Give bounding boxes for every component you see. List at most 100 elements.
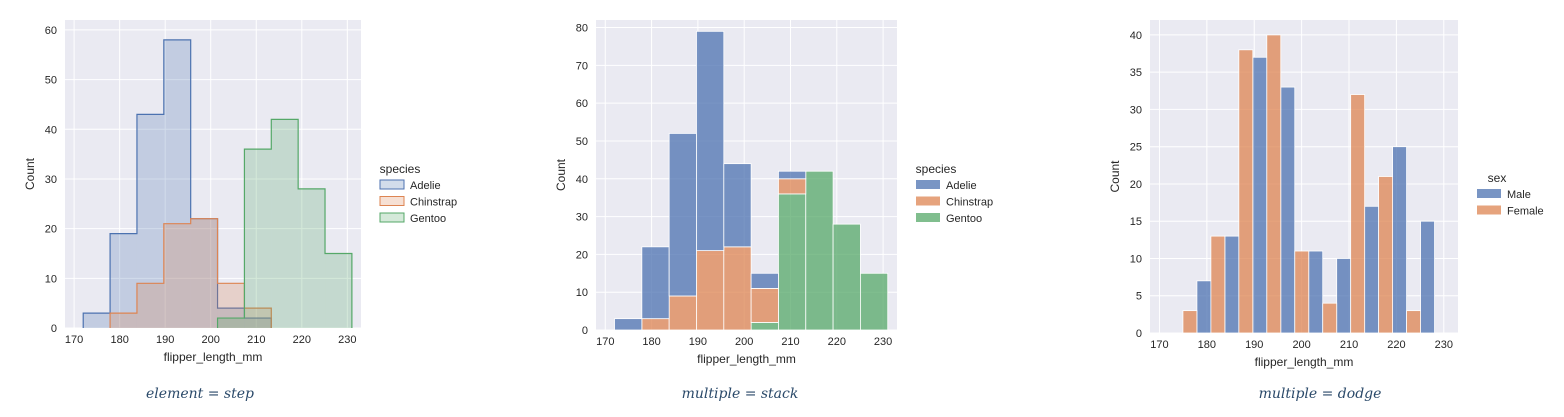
legend-entry: Female: [1507, 206, 1544, 218]
dodged-bar: [1294, 250, 1310, 334]
y-tick-label: 30: [1130, 104, 1142, 116]
stacked-bar: [696, 250, 725, 331]
stacked-bar: [778, 170, 807, 180]
series-adelie: [614, 30, 807, 331]
step-fill-bar: [110, 233, 137, 328]
chart-caption: multiple = stack: [682, 386, 799, 402]
step-fill-bar: [136, 283, 164, 328]
legend: species Adelie Chinstrap Gentoo: [916, 162, 993, 225]
x-tick-label: 230: [338, 334, 356, 346]
y-tick-label: 80: [576, 23, 588, 35]
stacked-bar: [805, 170, 834, 331]
legend-swatch: [916, 180, 940, 189]
y-tick-label: 15: [1130, 216, 1142, 228]
dodged-bar: [1238, 49, 1254, 334]
x-axis-label: flipper_length_mm: [1255, 355, 1354, 369]
y-tick-label: 40: [1130, 30, 1142, 42]
legend-entry: Chinstrap: [946, 197, 993, 209]
dodged-bar: [1280, 86, 1296, 334]
step-fill-bar: [190, 218, 218, 328]
dodged-bar: [1350, 94, 1366, 334]
legend-title: sex: [1488, 171, 1507, 185]
x-tick-label: 230: [874, 336, 892, 348]
step-fill-bar: [110, 313, 137, 328]
x-tick-label: 230: [1435, 339, 1453, 351]
step-fill-bar: [190, 218, 218, 328]
legend-swatch: [379, 196, 405, 206]
x-tick-label: 220: [293, 334, 311, 346]
y-tick-label: 50: [576, 136, 588, 148]
step-fill-bar: [244, 308, 272, 328]
dodged-bar: [1406, 310, 1421, 334]
step-fill-bar: [83, 313, 111, 328]
dodged-bar: [1336, 258, 1352, 334]
legend-swatch: [1477, 205, 1501, 215]
stacked-bar: [641, 246, 670, 320]
step-fill-bar: [325, 253, 352, 328]
series-female: [1182, 34, 1421, 334]
step-fill-bar: [163, 223, 191, 328]
stacked-bar: [668, 295, 697, 331]
stacked-bar: [750, 272, 779, 289]
x-tick-label: 190: [1245, 339, 1263, 351]
stacked-bar: [723, 246, 752, 331]
step-fill-bar: [217, 318, 245, 328]
chart-caption: element = step: [146, 386, 254, 402]
legend: species Adelie Chinstrap Gentoo: [379, 162, 457, 225]
stacked-bar: [723, 163, 752, 248]
y-tick-label: 40: [45, 124, 57, 136]
dodged-bar: [1196, 280, 1212, 334]
dodged-bar: [1252, 56, 1268, 334]
y-tick-label: 20: [576, 249, 588, 261]
stacked-bar: [668, 133, 697, 297]
step-outline: [216, 118, 353, 328]
y-axis-label: Count: [1108, 160, 1122, 193]
dodged-bar: [1364, 205, 1380, 334]
stacked-bar: [641, 318, 670, 331]
step-fill-bar: [298, 188, 326, 328]
legend-title: species: [916, 162, 957, 176]
x-tick-label: 200: [1292, 339, 1310, 351]
stacked-bar: [860, 272, 889, 331]
y-tick-label: 10: [1130, 253, 1142, 265]
step-fill-bar: [163, 39, 191, 328]
chart-panel-1: 170 180 190 200 210 220 230 0 10 20 30 40 50 60 flippe…: [23, 20, 457, 402]
legend-title: species: [380, 162, 421, 176]
y-tick-label: 10: [576, 287, 588, 299]
x-tick-label: 170: [596, 336, 614, 348]
y-tick-label: 30: [576, 212, 588, 224]
x-tick-label: 210: [247, 334, 265, 346]
stacked-bar: [778, 178, 807, 195]
legend-swatch: [1477, 189, 1501, 198]
y-tick-label: 25: [1130, 142, 1142, 154]
dodged-bar: [1378, 176, 1394, 334]
legend-entry: Gentoo: [410, 213, 446, 225]
y-tick-label: 10: [45, 273, 57, 285]
y-tick-label: 30: [45, 174, 57, 186]
x-tick-label: 190: [689, 336, 707, 348]
y-tick-label: 35: [1130, 67, 1142, 79]
legend-entry: Male: [1507, 189, 1531, 201]
legend-entry: Gentoo: [946, 213, 982, 225]
x-axis-label: flipper_length_mm: [697, 352, 796, 366]
stacked-bar: [696, 30, 725, 252]
legend-swatch: [916, 213, 940, 222]
dodged-bar: [1210, 235, 1226, 334]
stacked-bar: [832, 223, 861, 331]
y-tick-label: 20: [45, 224, 57, 236]
x-tick-label: 200: [202, 334, 220, 346]
dodged-bar: [1224, 235, 1240, 334]
dodged-bar: [1308, 250, 1324, 334]
legend-swatch: [916, 196, 940, 206]
y-axis-label: Count: [554, 158, 568, 191]
stacked-bar: [614, 318, 643, 331]
legend-entry: Adelie: [410, 180, 441, 192]
y-tick-label: 20: [1130, 179, 1142, 191]
chart-panel-2: 170 180 190 200 210 220 230 0 10 20 30 40 50 60 70 80 fl…: [554, 20, 993, 402]
x-tick-label: 200: [735, 336, 753, 348]
y-tick-label: 5: [1136, 291, 1142, 303]
chart-panel-3: 170 180 190 200 210 220 230 0 5 10 15 20 25 30 35 40 fli…: [1108, 20, 1544, 402]
dodged-bar: [1266, 34, 1282, 334]
